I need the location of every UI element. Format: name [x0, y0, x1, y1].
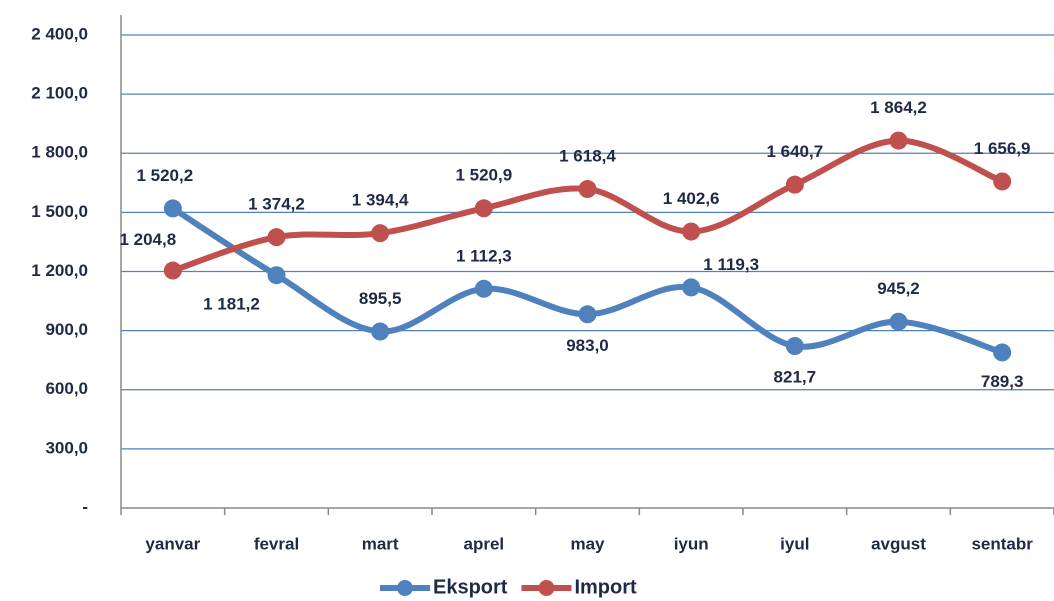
- x-tick-label: yanvar: [145, 534, 200, 553]
- data-point: [163, 261, 182, 280]
- data-label: 1 119,3: [703, 255, 759, 274]
- x-tick-label: avgust: [871, 534, 926, 553]
- data-point: [993, 343, 1012, 362]
- data-point: [785, 175, 804, 194]
- data-label: 1 520,9: [455, 166, 512, 185]
- data-point: [889, 131, 908, 150]
- x-tick-label: sentabr: [971, 534, 1033, 553]
- data-label: 1 618,4: [559, 147, 616, 166]
- data-label: 1 520,2: [136, 166, 193, 185]
- data-label: 983,0: [566, 336, 609, 355]
- data-label: 789,3: [981, 372, 1024, 391]
- data-point: [578, 305, 597, 324]
- data-point: [267, 266, 286, 285]
- x-tick-label: may: [570, 534, 605, 553]
- legend-label: Eksport: [433, 576, 508, 598]
- data-label: 1 112,3: [456, 246, 512, 265]
- data-point: [682, 278, 701, 297]
- data-point: [682, 222, 701, 241]
- data-label: 1 204,8: [119, 230, 176, 249]
- legend-label: Import: [574, 576, 637, 598]
- x-tick-label: fevral: [254, 534, 299, 553]
- y-tick-label: 2 400,0: [31, 24, 88, 43]
- data-point: [785, 337, 804, 356]
- data-point: [163, 199, 182, 218]
- y-tick-label: 600,0: [45, 379, 88, 398]
- data-label: 1 394,4: [352, 191, 409, 210]
- y-tick-label: 900,0: [45, 320, 88, 339]
- x-tick-label: aprel: [464, 534, 505, 553]
- data-label: 1 181,2: [203, 295, 260, 314]
- data-label: 1 864,2: [870, 98, 927, 117]
- x-tick-label: mart: [362, 534, 399, 553]
- y-tick-label: 300,0: [45, 438, 88, 457]
- data-point: [267, 228, 286, 247]
- data-point: [474, 279, 493, 298]
- data-label: 1 656,9: [974, 139, 1031, 158]
- data-point: [371, 322, 390, 341]
- data-point: [578, 180, 597, 199]
- legend-marker: [397, 580, 413, 596]
- data-point: [371, 224, 390, 243]
- y-tick-label: 2 100,0: [31, 84, 88, 103]
- data-label: 821,7: [774, 368, 817, 387]
- y-tick-label: 1 800,0: [31, 143, 88, 162]
- y-tick-label: 1 500,0: [31, 202, 88, 221]
- data-label: 895,5: [359, 289, 402, 308]
- data-point: [474, 199, 493, 218]
- legend-marker: [538, 580, 555, 596]
- data-label: 1 640,7: [766, 142, 823, 161]
- data-point: [993, 172, 1012, 191]
- data-label: 945,2: [877, 279, 920, 298]
- x-tick-label: iyun: [674, 534, 709, 553]
- data-label: 1 374,2: [248, 195, 305, 214]
- data-label: 1 402,6: [663, 189, 720, 208]
- x-tick-label: iyul: [780, 534, 809, 553]
- data-point: [889, 312, 908, 331]
- y-tick-label: -: [82, 497, 88, 516]
- y-tick-label: 1 200,0: [31, 261, 88, 280]
